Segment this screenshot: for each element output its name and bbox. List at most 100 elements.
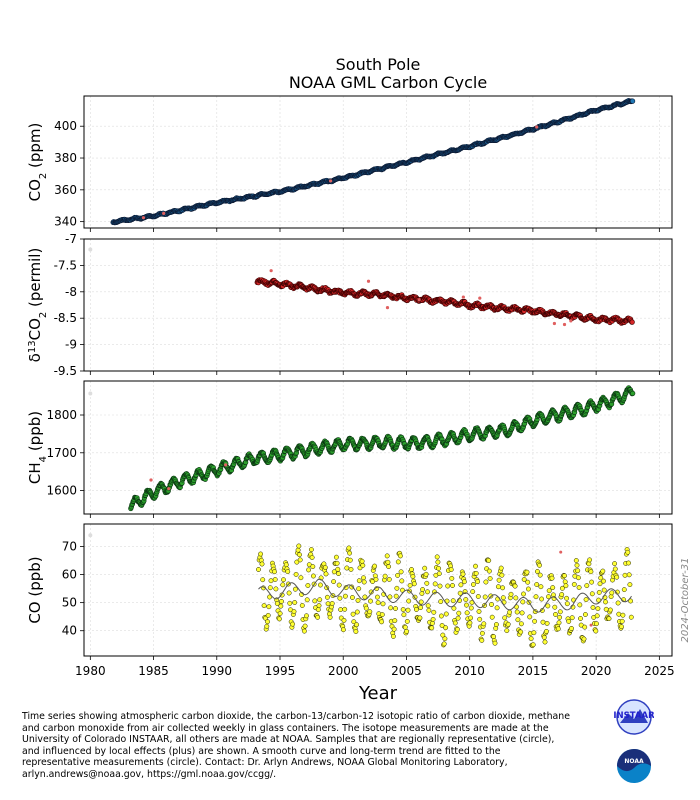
- data-point: [566, 618, 572, 624]
- data-point: [346, 545, 352, 551]
- data-point: [607, 607, 613, 613]
- data-point: [297, 552, 302, 558]
- data-point: [612, 561, 618, 567]
- data-point: [312, 598, 318, 604]
- data-point: [310, 573, 316, 579]
- data-point: [612, 566, 618, 572]
- data-point: [296, 543, 302, 549]
- data-point: [597, 581, 603, 587]
- data-point: [349, 595, 355, 600]
- data-point: [559, 550, 563, 554]
- data-point: [532, 618, 538, 624]
- data-point: [515, 617, 521, 623]
- instaar-logo: INSTAAR: [614, 699, 654, 735]
- data-point: [436, 565, 442, 571]
- data-point: [359, 558, 365, 564]
- data-point: [264, 623, 270, 629]
- y-tick-label: 340: [54, 215, 77, 229]
- data-point: [576, 585, 582, 590]
- data-point: [404, 628, 410, 634]
- data-point: [492, 640, 498, 646]
- data-point: [297, 557, 303, 563]
- x-tick-label: 2005: [391, 664, 422, 678]
- data-point: [417, 615, 423, 621]
- data-point: [461, 295, 465, 299]
- data-point: [305, 583, 311, 588]
- data-point: [596, 589, 602, 595]
- data-point: [141, 216, 146, 220]
- data-point: [569, 625, 574, 631]
- data-point: [620, 612, 626, 618]
- data-point: [630, 390, 636, 397]
- data-point: [342, 606, 348, 612]
- data-point: [557, 609, 563, 615]
- data-point: [419, 591, 425, 596]
- chart-title-line1: South Pole: [336, 55, 421, 74]
- data-point: [443, 625, 449, 631]
- data-point: [272, 577, 278, 582]
- figure-caption: Time series showing atmospheric carbon d…: [22, 711, 612, 781]
- data-point: [468, 605, 474, 611]
- data-point: [351, 619, 357, 625]
- data-point: [283, 562, 289, 568]
- data-point: [432, 581, 438, 587]
- data-point: [335, 566, 341, 572]
- data-point: [286, 590, 292, 596]
- data-point: [628, 614, 634, 620]
- data-point: [533, 594, 539, 600]
- series-d13c: [88, 247, 635, 327]
- data-point: [291, 609, 297, 615]
- data-point: [586, 561, 592, 567]
- data-point: [629, 319, 635, 325]
- data-point: [429, 625, 435, 631]
- data-point: [593, 628, 599, 634]
- data-point: [306, 567, 312, 573]
- y-tick-label: 1600: [46, 484, 77, 498]
- data-point: [267, 585, 273, 591]
- data-point: [629, 98, 636, 104]
- data-point: [258, 551, 264, 557]
- data-point: [440, 632, 446, 638]
- data-point: [334, 560, 340, 566]
- data-point: [584, 583, 590, 589]
- data-point: [292, 586, 298, 592]
- data-point: [482, 594, 488, 600]
- data-point: [278, 603, 284, 609]
- data-point: [589, 591, 595, 597]
- data-point: [413, 607, 419, 612]
- data-point: [423, 571, 429, 577]
- data-point: [404, 618, 410, 624]
- data-point: [575, 568, 581, 574]
- x-tick-label: 2000: [328, 664, 359, 678]
- data-point: [562, 579, 568, 585]
- data-point: [329, 601, 335, 606]
- y-tick-label: 50: [62, 596, 77, 610]
- data-point: [445, 583, 451, 589]
- caption-line: and influenced by local effects (plus) a…: [22, 745, 501, 757]
- data-point: [513, 595, 519, 601]
- y-tick-label: 1800: [46, 408, 77, 422]
- data-point: [512, 583, 518, 589]
- data-point: [534, 569, 540, 574]
- data-point: [539, 608, 545, 613]
- data-point: [350, 611, 356, 617]
- data-point: [455, 615, 461, 621]
- data-point: [518, 621, 524, 627]
- data-point: [438, 599, 444, 605]
- data-point: [476, 609, 482, 614]
- data-point: [325, 601, 331, 607]
- data-point: [439, 623, 445, 628]
- data-point: [373, 576, 379, 582]
- y-tick-label: -7.5: [54, 258, 77, 272]
- y-axis-label: δ13CO2 (permil): [26, 248, 49, 363]
- data-point: [589, 623, 593, 627]
- data-point: [555, 626, 561, 632]
- data-point: [411, 581, 417, 587]
- data-point: [626, 560, 631, 566]
- data-point: [450, 598, 456, 604]
- data-point: [268, 578, 274, 584]
- data-point: [341, 617, 347, 623]
- data-point: [500, 595, 506, 601]
- data-point: [290, 621, 296, 627]
- data-point: [460, 571, 466, 577]
